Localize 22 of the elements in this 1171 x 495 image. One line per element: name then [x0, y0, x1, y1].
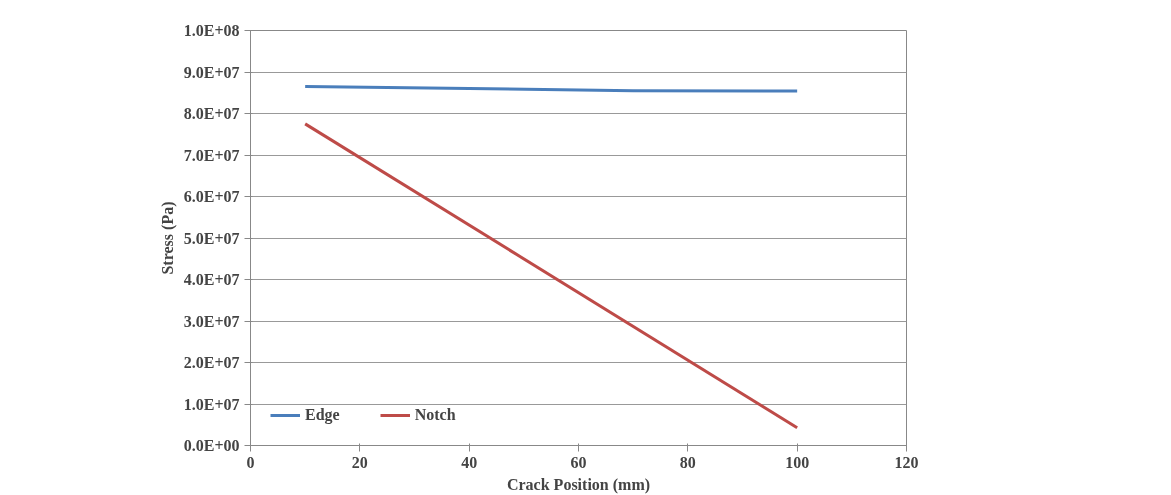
- y-axis-title: Stress (Pa): [158, 201, 177, 275]
- y-tick-label: 9.0E+07: [183, 63, 240, 81]
- y-tick-label: 8.0E+07: [183, 105, 240, 122]
- x-tick-label: 80: [679, 453, 696, 471]
- x-tick-label: 60: [570, 453, 587, 471]
- x-tick-label: 0: [246, 453, 255, 471]
- y-tick-label: 5.0E+07: [183, 229, 240, 247]
- y-tick-label: 0.0E+00: [183, 437, 240, 454]
- x-tick-label: 120: [894, 453, 919, 471]
- y-tick-label: 7.0E+07: [183, 146, 240, 164]
- legend-label: Edge: [305, 406, 340, 424]
- y-tick-label: 1.0E+07: [183, 395, 240, 413]
- y-tick-label: 2.0E+07: [183, 354, 240, 371]
- y-tick-label: 3.0E+07: [183, 312, 240, 330]
- y-tick-label: 6.0E+07: [183, 188, 240, 205]
- y-tick-label: 1.0E+08: [183, 22, 240, 39]
- legend-label: Notch: [414, 406, 456, 424]
- x-tick-label: 40: [461, 453, 478, 471]
- y-tick-label: 4.0E+07: [183, 271, 240, 288]
- x-tick-label: 100: [785, 453, 810, 471]
- x-tick-label: 20: [351, 453, 368, 471]
- x-axis-title: Crack Position (mm): [506, 475, 651, 494]
